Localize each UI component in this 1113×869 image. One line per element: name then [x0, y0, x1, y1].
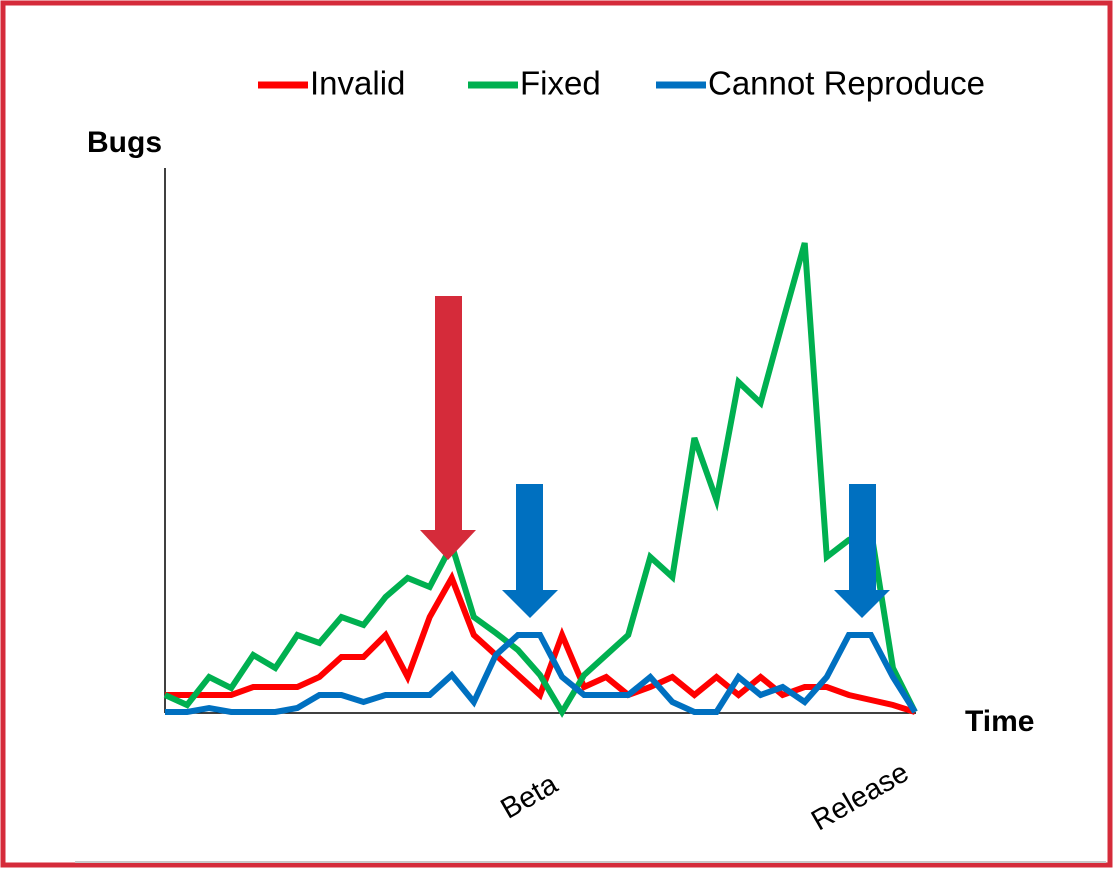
data-line — [165, 632, 918, 715]
arrow — [502, 484, 558, 618]
plot — [163, 242, 918, 718]
legend-label: Fixed — [520, 65, 601, 102]
data-line — [163, 242, 918, 718]
arrow — [420, 296, 476, 560]
y-axis-label: Bugs — [87, 126, 162, 159]
x-axis-label: Time — [965, 705, 1034, 738]
arrow — [834, 484, 890, 618]
legend-label: Cannot Reproduce — [708, 65, 985, 102]
legend-label: Invalid — [310, 65, 405, 102]
x-tick-label: Beta — [495, 768, 563, 826]
annotation-arrows — [420, 296, 890, 618]
x-tick-label: Release — [806, 756, 914, 837]
